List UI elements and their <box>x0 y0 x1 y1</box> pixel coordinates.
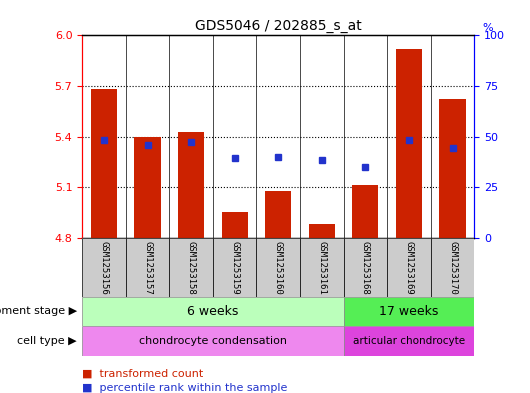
Bar <box>82 297 343 326</box>
Bar <box>431 238 474 297</box>
Bar <box>343 326 474 356</box>
Bar <box>343 238 387 297</box>
Bar <box>396 49 422 238</box>
Bar <box>257 238 300 297</box>
Bar <box>91 89 117 238</box>
Bar <box>178 132 204 238</box>
Text: chondrocyte condensation: chondrocyte condensation <box>139 336 287 346</box>
Text: GSM1253158: GSM1253158 <box>187 241 196 294</box>
Bar <box>309 224 335 238</box>
Bar <box>222 213 248 238</box>
Bar <box>169 238 213 297</box>
Text: development stage ▶: development stage ▶ <box>0 307 77 316</box>
Bar <box>343 297 474 326</box>
Text: cell type ▶: cell type ▶ <box>17 336 77 346</box>
Bar <box>387 238 431 297</box>
Text: articular chondrocyte: articular chondrocyte <box>353 336 465 346</box>
Bar <box>82 326 343 356</box>
Text: GSM1253170: GSM1253170 <box>448 241 457 294</box>
Text: GSM1253161: GSM1253161 <box>317 241 326 294</box>
Bar <box>135 136 161 238</box>
Text: 6 weeks: 6 weeks <box>187 305 239 318</box>
Bar <box>126 238 169 297</box>
Text: GSM1253159: GSM1253159 <box>230 241 239 294</box>
Text: ■  transformed count: ■ transformed count <box>82 368 204 378</box>
Text: GSM1253156: GSM1253156 <box>100 241 109 294</box>
Bar <box>439 99 466 238</box>
Title: GDS5046 / 202885_s_at: GDS5046 / 202885_s_at <box>195 19 361 33</box>
Bar <box>213 238 257 297</box>
Text: GSM1253157: GSM1253157 <box>143 241 152 294</box>
Text: 17 weeks: 17 weeks <box>379 305 439 318</box>
Bar <box>352 185 378 238</box>
Text: GSM1253160: GSM1253160 <box>274 241 282 294</box>
Bar <box>82 238 126 297</box>
Bar <box>265 191 292 238</box>
Text: %: % <box>482 23 493 33</box>
Text: ■  percentile rank within the sample: ■ percentile rank within the sample <box>82 383 287 393</box>
Text: GSM1253168: GSM1253168 <box>361 241 370 294</box>
Bar <box>300 238 343 297</box>
Text: GSM1253169: GSM1253169 <box>404 241 413 294</box>
